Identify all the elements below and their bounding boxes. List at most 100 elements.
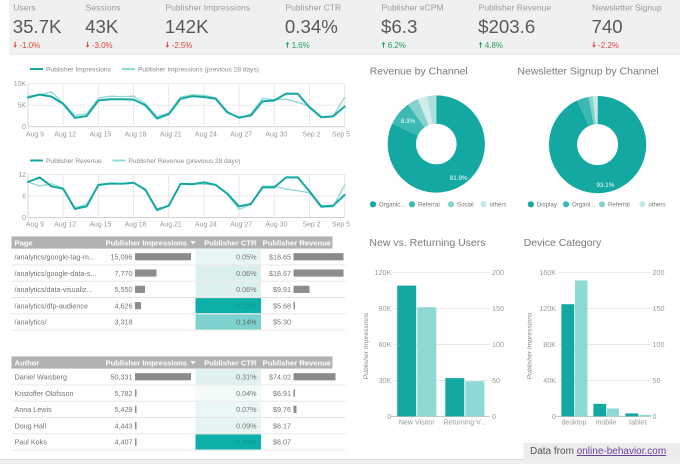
- svg-text:Aug 21: Aug 21: [160, 132, 182, 139]
- svg-text:40K: 40K: [543, 376, 556, 385]
- svg-text:Aug 18: Aug 18: [125, 132, 147, 139]
- svg-text:60K: 60K: [379, 340, 392, 349]
- svg-text:$9.76: $9.76: [273, 405, 291, 414]
- svg-text:Sessions: Sessions: [86, 3, 121, 13]
- svg-text:1.6%: 1.6%: [292, 41, 310, 50]
- svg-text:Returning V...: Returning V...: [443, 419, 486, 427]
- svg-text:0.04%: 0.04%: [236, 389, 257, 398]
- svg-text:0.31%: 0.31%: [236, 372, 257, 381]
- svg-text:$18.65: $18.65: [269, 252, 291, 261]
- svg-text:$9.91: $9.91: [273, 285, 291, 294]
- svg-text:-2.2%: -2.2%: [598, 41, 619, 50]
- svg-text:4,407: 4,407: [115, 438, 133, 447]
- svg-text:15,096: 15,096: [111, 252, 133, 261]
- svg-text:others: others: [649, 202, 666, 209]
- svg-text:$18.67: $18.67: [269, 269, 291, 278]
- svg-text:others: others: [490, 202, 507, 209]
- svg-text:Data from online-behavior.com: Data from online-behavior.com: [530, 446, 666, 457]
- svg-text:5,782: 5,782: [115, 389, 133, 398]
- svg-text:Users: Users: [13, 3, 35, 13]
- svg-text:Aug 12: Aug 12: [54, 222, 76, 229]
- svg-text:0.09%: 0.09%: [236, 421, 257, 430]
- svg-text:$6.17: $6.17: [273, 421, 291, 430]
- svg-text:-3.0%: -3.0%: [92, 41, 113, 50]
- svg-text:0: 0: [22, 124, 26, 131]
- svg-text:10K: 10K: [14, 81, 27, 88]
- svg-text:150: 150: [492, 304, 504, 313]
- svg-text:35.7K: 35.7K: [13, 16, 62, 37]
- svg-text:Daniel Waisberg: Daniel Waisberg: [15, 372, 67, 381]
- svg-text:Aug 15: Aug 15: [89, 222, 111, 229]
- svg-text:Publisher Impressions: Publisher Impressions: [106, 238, 187, 247]
- svg-text:Social: Social: [457, 202, 474, 209]
- svg-text:Sep 5: Sep 5: [332, 132, 350, 139]
- svg-text:Revenue by Channel: Revenue by Channel: [370, 65, 468, 77]
- svg-text:Device Category: Device Category: [524, 237, 602, 249]
- svg-text:50: 50: [492, 376, 500, 385]
- svg-text:90K: 90K: [379, 304, 392, 313]
- svg-text:50: 50: [653, 376, 661, 385]
- svg-text:3,318: 3,318: [115, 318, 133, 327]
- svg-text:Aug 21: Aug 21: [160, 222, 182, 229]
- svg-text:6.2%: 6.2%: [388, 41, 406, 50]
- svg-text:0.06%: 0.06%: [236, 269, 257, 278]
- svg-text:Aug 27: Aug 27: [230, 132, 252, 139]
- svg-text:50,331: 50,331: [111, 372, 133, 381]
- svg-text:43K: 43K: [85, 16, 119, 37]
- svg-text:142K: 142K: [165, 16, 209, 37]
- svg-text:8.3%: 8.3%: [401, 118, 416, 125]
- svg-text:Anna Lewis: Anna Lewis: [15, 405, 53, 414]
- svg-text:Doug Hall: Doug Hall: [15, 421, 47, 430]
- svg-text:30K: 30K: [379, 376, 392, 385]
- svg-text:Aug 18: Aug 18: [125, 222, 147, 229]
- svg-text:Publisher Revenue (previous 28: Publisher Revenue (previous 28 days): [129, 158, 241, 165]
- svg-text:Newsletter Signup by Channel: Newsletter Signup by Channel: [517, 65, 658, 77]
- svg-text:Aug 24: Aug 24: [195, 132, 217, 139]
- svg-text:Paul Koks: Paul Koks: [15, 438, 48, 447]
- svg-text:$6.07: $6.07: [273, 438, 291, 447]
- svg-text:Aug 15: Aug 15: [89, 132, 111, 139]
- svg-text:Publisher Revenue: Publisher Revenue: [46, 158, 102, 165]
- svg-text:4,626: 4,626: [115, 301, 133, 310]
- svg-text:0.14%: 0.14%: [236, 318, 257, 327]
- svg-text:4,443: 4,443: [115, 421, 133, 430]
- svg-text:0: 0: [653, 412, 657, 421]
- svg-text:Organic...: Organic...: [379, 202, 406, 209]
- svg-text:Organi...: Organi...: [572, 202, 596, 209]
- svg-text:$6.3: $6.3: [381, 16, 417, 37]
- svg-text:0.34%: 0.34%: [285, 16, 338, 37]
- svg-text:5K: 5K: [18, 103, 27, 110]
- svg-text:/analytics/google-tag-m...: /analytics/google-tag-m...: [15, 252, 95, 261]
- svg-text:/analytics/google-data-s...: /analytics/google-data-s...: [15, 269, 97, 278]
- svg-text:Sep 5: Sep 5: [332, 222, 350, 229]
- svg-text:Publisher Impressions (previou: Publisher Impressions (previous 28 days): [138, 66, 259, 73]
- svg-text:100: 100: [492, 340, 504, 349]
- svg-text:0.06%: 0.06%: [236, 285, 257, 294]
- svg-text:Aug 30: Aug 30: [265, 132, 287, 139]
- svg-text:$6.91: $6.91: [273, 389, 291, 398]
- svg-text:0: 0: [387, 412, 391, 421]
- svg-text:0.07%: 0.07%: [236, 405, 257, 414]
- svg-text:Author: Author: [15, 358, 40, 367]
- svg-text:Display: Display: [537, 202, 558, 209]
- svg-text:4.8%: 4.8%: [485, 41, 503, 50]
- svg-text:New vs. Returning Users: New vs. Returning Users: [369, 237, 485, 249]
- svg-text:7,770: 7,770: [115, 269, 133, 278]
- svg-text:Newsletter Signup: Newsletter Signup: [592, 3, 662, 13]
- svg-text:200: 200: [653, 268, 665, 277]
- svg-text:Sep 2: Sep 2: [303, 132, 321, 139]
- svg-text:93.1%: 93.1%: [596, 182, 614, 189]
- svg-text:1.45%: 1.45%: [236, 438, 257, 447]
- svg-text:Publisher Impressions: Publisher Impressions: [527, 312, 534, 379]
- svg-text:0.22%: 0.22%: [236, 301, 257, 310]
- svg-text:desktop: desktop: [562, 419, 587, 427]
- svg-text:5,550: 5,550: [115, 285, 133, 294]
- svg-text:Aug 30: Aug 30: [265, 222, 287, 229]
- svg-text:81.9%: 81.9%: [450, 175, 468, 182]
- svg-text:Publisher CTR: Publisher CTR: [285, 3, 341, 13]
- svg-text:Kristoffer Olofsson: Kristoffer Olofsson: [15, 389, 74, 398]
- svg-text:mobile: mobile: [595, 419, 616, 427]
- svg-text:Aug 24: Aug 24: [195, 222, 217, 229]
- svg-text:Publisher Impressions: Publisher Impressions: [165, 3, 250, 13]
- svg-text:Publisher Revenue: Publisher Revenue: [263, 238, 331, 247]
